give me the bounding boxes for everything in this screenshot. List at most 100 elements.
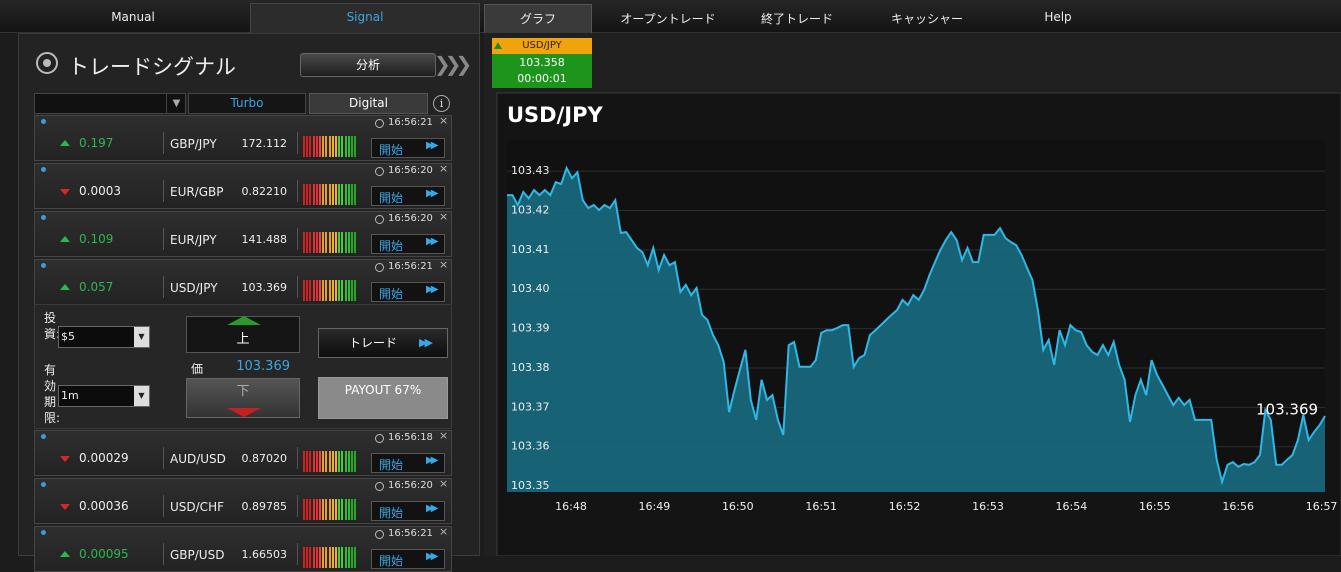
meter-bar xyxy=(331,280,334,301)
signal-pair: USD/CHF xyxy=(170,500,224,514)
meter-bar xyxy=(335,547,337,568)
signal-price: 0.82210 xyxy=(241,185,288,198)
nav-tab[interactable]: オープントレード xyxy=(620,12,716,26)
info-icon[interactable]: i xyxy=(433,95,450,112)
y-tick-label: 103.41 xyxy=(511,243,550,256)
select-arrow: ▼ xyxy=(134,386,149,406)
x-tick-label: 16:54 xyxy=(1056,500,1088,513)
signal-time: 16:56:20 xyxy=(388,213,433,224)
close-x[interactable]: × xyxy=(439,429,449,442)
price-label: 価 xyxy=(191,362,204,376)
meter-bar xyxy=(335,499,337,520)
meter-bar xyxy=(344,280,347,301)
nav-tab[interactable]: キャッシャー xyxy=(890,12,963,26)
close-x[interactable]: × xyxy=(439,114,449,127)
meter-bar xyxy=(344,232,347,253)
meter-bar xyxy=(306,499,309,520)
close-x[interactable]: × xyxy=(439,477,449,490)
clock-icon xyxy=(375,167,384,176)
separator xyxy=(297,447,298,469)
play-icon: ▶▶ xyxy=(419,336,433,349)
separator xyxy=(297,495,298,517)
meter-bar xyxy=(309,280,312,301)
trade-button[interactable]: トレード ▶▶ xyxy=(318,328,448,358)
ticker-timer: 00:00:01 xyxy=(517,72,567,85)
meter-bar xyxy=(309,499,312,520)
y-tick-label: 103.36 xyxy=(511,440,550,453)
start-button[interactable]: 開始 ▶▶ xyxy=(371,186,445,206)
signal-pair: AUD/USD xyxy=(170,452,226,466)
down-button[interactable]: 下 xyxy=(186,378,300,418)
amount-select[interactable]: $5 xyxy=(58,326,150,348)
start-button[interactable]: 開始 ▶▶ xyxy=(371,549,445,569)
meter-bar xyxy=(354,280,357,301)
start-button[interactable]: 開始 ▶▶ xyxy=(371,282,445,302)
up-button[interactable]: 上 xyxy=(186,316,300,353)
nav-tab[interactable]: 終了トレード xyxy=(760,12,833,26)
meter-bar xyxy=(309,184,312,205)
meter-bar xyxy=(315,184,318,205)
analysis-button[interactable]: 分析 xyxy=(300,53,436,77)
clock-icon xyxy=(375,482,384,491)
y-tick-label: 103.37 xyxy=(511,400,550,413)
meter-bar xyxy=(338,184,341,205)
meter-bar xyxy=(351,451,353,472)
separator xyxy=(163,495,164,517)
signal-change: 0.00029 xyxy=(79,451,129,465)
start-button[interactable]: 開始 ▶▶ xyxy=(371,501,445,521)
pair-dropdown[interactable] xyxy=(34,93,186,114)
close-x[interactable]: × xyxy=(439,258,449,271)
start-button[interactable]: 開始 ▶▶ xyxy=(371,234,445,254)
meter-bar xyxy=(354,136,357,157)
top-bar xyxy=(0,0,1341,33)
start-label: 開始 xyxy=(379,191,404,205)
close-x[interactable]: × xyxy=(439,210,449,223)
meter-bar xyxy=(322,184,325,205)
amount-label: 投資: xyxy=(44,311,61,341)
chart: USD/JPY 103.35 103.36 103.37 103.38 103.39 10… xyxy=(496,92,1341,556)
tab-turbo[interactable]: Turbo xyxy=(188,93,306,114)
separator xyxy=(297,228,298,250)
meter-bar xyxy=(328,451,331,472)
direction-arrow xyxy=(60,140,70,146)
x-tick-label: 16:55 xyxy=(1139,500,1171,513)
close-x[interactable]: × xyxy=(439,162,449,175)
start-button[interactable]: 開始 ▶▶ xyxy=(371,138,445,158)
meter-bar xyxy=(306,184,309,205)
expiry-select[interactable]: 1m xyxy=(58,385,150,407)
nav-tab[interactable]: Help xyxy=(1044,10,1072,24)
meter-bar xyxy=(315,136,318,157)
nav-tab[interactable]: Signal xyxy=(346,10,384,24)
meter-bar xyxy=(328,280,331,301)
x-tick-label: 16:51 xyxy=(805,500,837,513)
meter-bar xyxy=(341,136,344,157)
close-x[interactable]: × xyxy=(439,525,449,538)
ticker-head[interactable]: USD/JPY xyxy=(492,38,592,54)
meter-bar xyxy=(328,232,331,253)
price-line xyxy=(507,165,1326,486)
meter-bar xyxy=(347,547,350,568)
signal-row: 0.00036 USD/CHF 0.89785 16:56:20 × 開始 ▶▶ xyxy=(34,477,452,524)
signal-row: 0.00095 GBP/USD 1.66503 16:56:21 × 開始 ▶▶ xyxy=(34,525,452,572)
nav-tab[interactable]: グラフ xyxy=(519,12,556,26)
meter-bar xyxy=(303,451,305,472)
y-tick-label: 103.40 xyxy=(511,282,550,295)
meter-bar xyxy=(341,547,344,568)
start-button[interactable]: 開始 ▶▶ xyxy=(371,453,445,473)
y-tick-label: 103.43 xyxy=(511,164,550,177)
meter-bar xyxy=(312,451,315,472)
meter-bar xyxy=(315,280,318,301)
tab-digital[interactable]: Digital xyxy=(309,93,428,114)
meter-bar xyxy=(338,280,341,301)
meter-bar xyxy=(325,280,328,301)
meter-bar xyxy=(303,136,305,157)
signal-row: 0.057 USD/JPY 103.369 16:56:21 × 開始 ▶▶ xyxy=(34,258,452,305)
strength-meter xyxy=(303,280,357,301)
meter-bar xyxy=(306,280,309,301)
signal-time: 16:56:21 xyxy=(388,528,433,539)
nav-tab[interactable]: Manual xyxy=(111,10,155,24)
meter-bar xyxy=(319,136,321,157)
meter-bar xyxy=(354,184,357,205)
meter-bar xyxy=(347,280,350,301)
ticker-arrow xyxy=(494,42,502,49)
